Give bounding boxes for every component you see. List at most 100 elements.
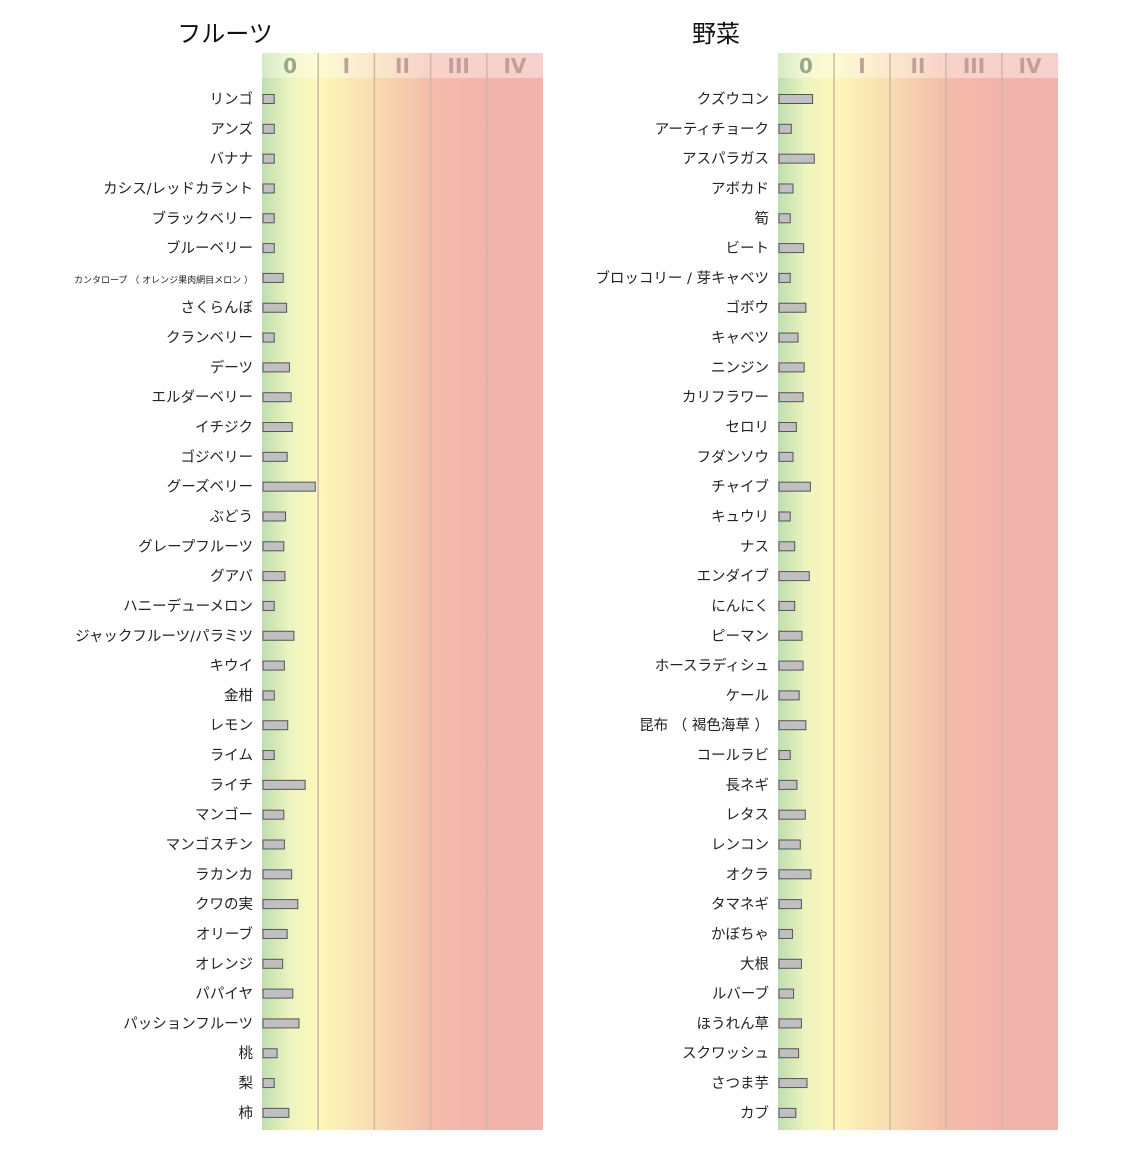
category-label: ぶどう bbox=[210, 508, 254, 525]
data-bar bbox=[778, 809, 806, 820]
category-label: レモン bbox=[210, 718, 254, 734]
category-label: エルダーベリー bbox=[152, 389, 254, 406]
data-bar bbox=[778, 690, 800, 701]
data-bar bbox=[262, 213, 275, 224]
scale-header bbox=[262, 53, 543, 78]
data-bar bbox=[262, 630, 295, 641]
category-label: ゴジベリー bbox=[181, 448, 254, 466]
category-label: アンズ bbox=[210, 121, 253, 138]
data-bar bbox=[778, 153, 815, 164]
data-bar bbox=[778, 630, 803, 641]
scale-label: III bbox=[963, 54, 985, 78]
category-label: ライチ bbox=[210, 778, 254, 794]
category-label: ラカンカ bbox=[195, 867, 253, 883]
chart-background bbox=[262, 53, 543, 1130]
category-label: 昆布 （ 褐色海草 ） bbox=[639, 717, 769, 734]
scale-label: II bbox=[911, 54, 926, 78]
data-bar bbox=[778, 1078, 808, 1089]
data-bar bbox=[778, 839, 801, 850]
category-label: ナス bbox=[740, 539, 769, 555]
data-bar bbox=[778, 660, 804, 671]
category-label: ゴボウ bbox=[726, 299, 770, 317]
category-label: ほうれん草 bbox=[697, 1015, 770, 1032]
data-bar bbox=[262, 1107, 290, 1118]
category-label: レタス bbox=[726, 807, 770, 824]
data-bar bbox=[778, 511, 791, 522]
data-bar bbox=[778, 899, 802, 910]
category-label: ブラックベリー bbox=[152, 209, 254, 227]
category-label: カンタロープ （ オレンジ果肉網目メロン ） bbox=[74, 274, 253, 286]
category-label: にんにく bbox=[711, 599, 769, 615]
chart-title: 野菜 bbox=[692, 20, 740, 48]
data-bar bbox=[262, 809, 285, 820]
data-bar bbox=[778, 422, 797, 433]
category-label: ビート bbox=[726, 240, 770, 257]
category-label: マンゴスチン bbox=[166, 836, 253, 854]
data-bar bbox=[262, 690, 275, 701]
scale-label: IV bbox=[1019, 54, 1042, 78]
category-label: グレープフルーツ bbox=[138, 538, 253, 555]
category-label: カブ bbox=[740, 1104, 769, 1122]
category-label: ハニーデューメロン bbox=[123, 597, 253, 615]
category-label: 梨 bbox=[239, 1075, 254, 1092]
category-label: 筍 bbox=[755, 210, 770, 227]
data-bar bbox=[262, 481, 316, 492]
data-bar bbox=[262, 511, 286, 522]
category-label: アーティチョーク bbox=[655, 121, 769, 138]
scale-label: 0 bbox=[799, 54, 813, 78]
data-bar bbox=[778, 272, 791, 283]
data-bar bbox=[262, 1078, 275, 1089]
category-label: ジャックフルーツ/パラミツ bbox=[75, 628, 253, 645]
data-bar bbox=[778, 332, 799, 343]
data-bar bbox=[262, 899, 299, 910]
data-bar bbox=[778, 1107, 797, 1118]
category-label: レンコン bbox=[711, 838, 769, 854]
scale-label: III bbox=[448, 54, 470, 78]
data-bar bbox=[262, 362, 290, 373]
category-label: チャイブ bbox=[711, 478, 769, 496]
data-bar bbox=[262, 541, 285, 552]
data-bar bbox=[262, 332, 275, 343]
data-bar bbox=[778, 451, 794, 462]
category-label: グーズベリー bbox=[167, 479, 253, 496]
data-bar bbox=[778, 750, 791, 761]
data-bar bbox=[262, 928, 288, 939]
category-label: オリーブ bbox=[196, 925, 253, 943]
data-bar bbox=[778, 183, 794, 194]
data-bar bbox=[778, 123, 792, 134]
category-label: さくらんぼ bbox=[181, 300, 254, 317]
category-label: ルバーブ bbox=[712, 985, 769, 1003]
data-bar bbox=[262, 153, 275, 164]
category-label: エンダイブ bbox=[697, 567, 770, 585]
category-label: タマネギ bbox=[711, 896, 769, 913]
category-label: ブロッコリー / 芽キャベツ bbox=[595, 269, 769, 287]
category-label: クランベリー bbox=[166, 330, 253, 347]
category-label: 長ネギ bbox=[726, 777, 770, 794]
data-bar bbox=[262, 720, 289, 731]
data-bar bbox=[778, 213, 791, 224]
data-bar bbox=[262, 988, 294, 999]
data-bar bbox=[262, 1018, 300, 1029]
category-label: キャベツ bbox=[711, 331, 769, 347]
category-label: 金柑 bbox=[224, 687, 253, 704]
category-label: カリフラワー bbox=[682, 390, 769, 406]
data-bar bbox=[778, 541, 796, 552]
data-bar bbox=[778, 958, 802, 969]
category-label: グアバ bbox=[210, 568, 253, 585]
scale-label: I bbox=[343, 54, 350, 78]
data-bar bbox=[262, 451, 288, 462]
scale-header bbox=[778, 53, 1058, 78]
category-label: バナナ bbox=[210, 152, 254, 168]
data-bar bbox=[262, 600, 275, 611]
data-bar bbox=[778, 928, 793, 939]
category-label: セロリ bbox=[726, 420, 770, 436]
category-label: フダンソウ bbox=[697, 449, 770, 466]
data-bar bbox=[778, 779, 798, 790]
data-bar bbox=[778, 1018, 802, 1029]
category-label: キウイ bbox=[210, 658, 254, 675]
data-bar bbox=[778, 869, 812, 880]
data-bar bbox=[778, 243, 805, 254]
chart-panel-fruits: 0 I II III IVフルーツリンゴアンズバナナカシス/レッドカラントブラックベリー… bbox=[74, 20, 543, 1130]
data-bar bbox=[778, 1048, 800, 1059]
category-label: さつま芋 bbox=[711, 1075, 769, 1092]
